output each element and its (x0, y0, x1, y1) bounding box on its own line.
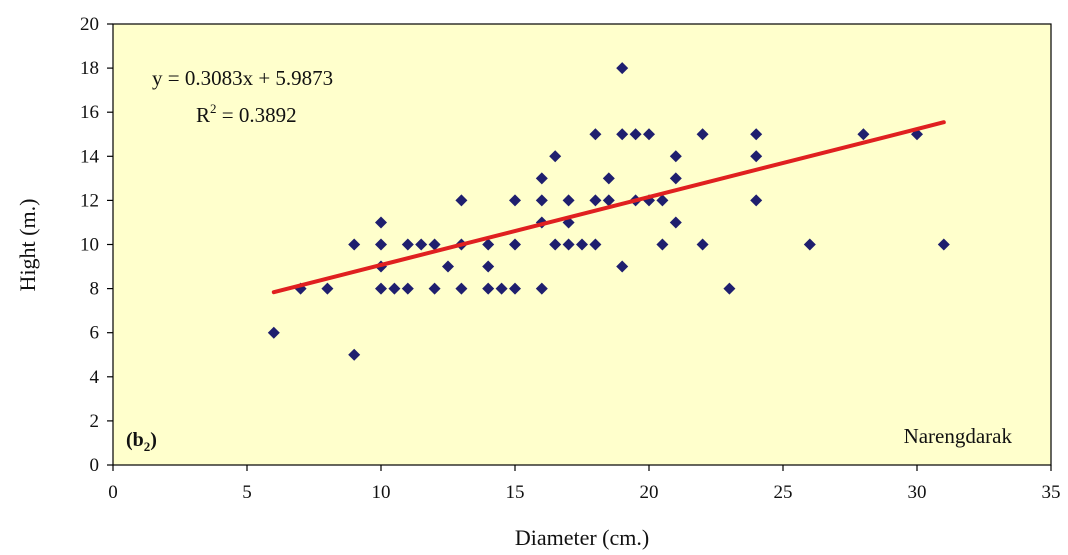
y-tick-label: 18 (80, 58, 99, 79)
data-point (616, 260, 629, 273)
y-tick-label: 14 (80, 146, 100, 167)
x-tick-label: 10 (372, 482, 391, 503)
data-point (535, 172, 548, 185)
data-point (643, 128, 655, 141)
r-squared-exponent: 2 (210, 101, 217, 116)
data-point (669, 216, 682, 229)
y-tick-label: 0 (90, 455, 100, 476)
data-point (937, 238, 950, 251)
panel-label-suffix: ) (150, 429, 157, 451)
data-point (535, 194, 548, 207)
data-point (509, 282, 521, 295)
data-point (857, 128, 870, 141)
data-point (535, 282, 548, 295)
y-axis-title: Hight (m.) (15, 199, 40, 292)
x-axis-title: Diameter (cm.) (515, 525, 649, 550)
data-point (750, 128, 763, 141)
data-point (348, 348, 361, 361)
data-point (415, 238, 428, 251)
data-point (482, 260, 495, 273)
x-tick-label: 30 (908, 482, 927, 503)
data-point (602, 194, 615, 207)
data-point (375, 282, 387, 295)
data-point (509, 194, 521, 207)
data-point (375, 238, 387, 251)
x-tick-label: 25 (774, 482, 793, 503)
y-tick-label: 12 (80, 190, 99, 211)
data-point (549, 238, 562, 251)
data-point (669, 172, 682, 185)
data-point (549, 150, 562, 163)
data-point (455, 194, 468, 207)
panel-label: (b2) (126, 429, 157, 454)
data-point (750, 150, 763, 163)
y-tick-label: 2 (90, 411, 100, 432)
data-point (589, 128, 602, 141)
x-axis: 0 5 10 15 20 25 30 35 (108, 465, 1061, 503)
data-point (589, 238, 602, 251)
data-point (401, 282, 414, 295)
data-point (482, 238, 495, 251)
x-tick-label: 35 (1042, 482, 1061, 503)
data-point (562, 238, 575, 251)
data-point (656, 194, 669, 207)
data-point (388, 282, 401, 295)
x-tick-label: 5 (242, 482, 252, 503)
data-point (602, 172, 615, 185)
data-point (401, 238, 414, 251)
r-squared-symbol: R (196, 103, 210, 127)
data-point (616, 128, 629, 141)
data-point (428, 282, 441, 295)
data-point (656, 238, 669, 251)
trend-line (271, 120, 946, 295)
data-point (629, 128, 642, 141)
x-tick-label: 15 (506, 482, 525, 503)
data-point (696, 128, 709, 141)
data-point (669, 150, 682, 163)
data-point (576, 238, 588, 251)
y-tick-label: 16 (80, 102, 99, 123)
data-points (267, 62, 950, 361)
y-tick-label: 20 (80, 14, 99, 35)
data-point (495, 282, 508, 295)
data-point (482, 282, 495, 295)
site-label: Narengdarak (904, 424, 1013, 448)
data-point (442, 260, 454, 273)
panel-label-prefix: (b (126, 429, 144, 451)
y-tick-label: 4 (90, 367, 100, 388)
data-point (321, 282, 334, 295)
y-axis: 0 2 4 6 8 10 12 14 16 18 20 (80, 14, 113, 476)
data-point (267, 326, 280, 339)
data-point (750, 194, 763, 207)
data-point (589, 194, 602, 207)
r-squared: R2 = 0.3892 (196, 101, 297, 127)
data-point (696, 238, 709, 251)
data-point (348, 238, 361, 251)
y-tick-label: 6 (90, 323, 100, 344)
regression-equation: y = 0.3083x + 5.9873 (152, 66, 333, 90)
y-tick-label: 10 (80, 235, 99, 256)
data-point (562, 194, 575, 207)
data-point (803, 238, 816, 251)
data-point (375, 216, 387, 229)
x-tick-label: 20 (640, 482, 659, 503)
data-point (723, 282, 736, 295)
data-point (455, 282, 468, 295)
x-tick-label: 0 (108, 482, 118, 503)
data-point (509, 238, 521, 251)
r-squared-value: = 0.3892 (217, 103, 297, 127)
data-point (428, 238, 441, 251)
panel-label-subscript: 2 (144, 439, 151, 454)
data-point (616, 62, 629, 75)
y-tick-label: 8 (90, 279, 100, 300)
